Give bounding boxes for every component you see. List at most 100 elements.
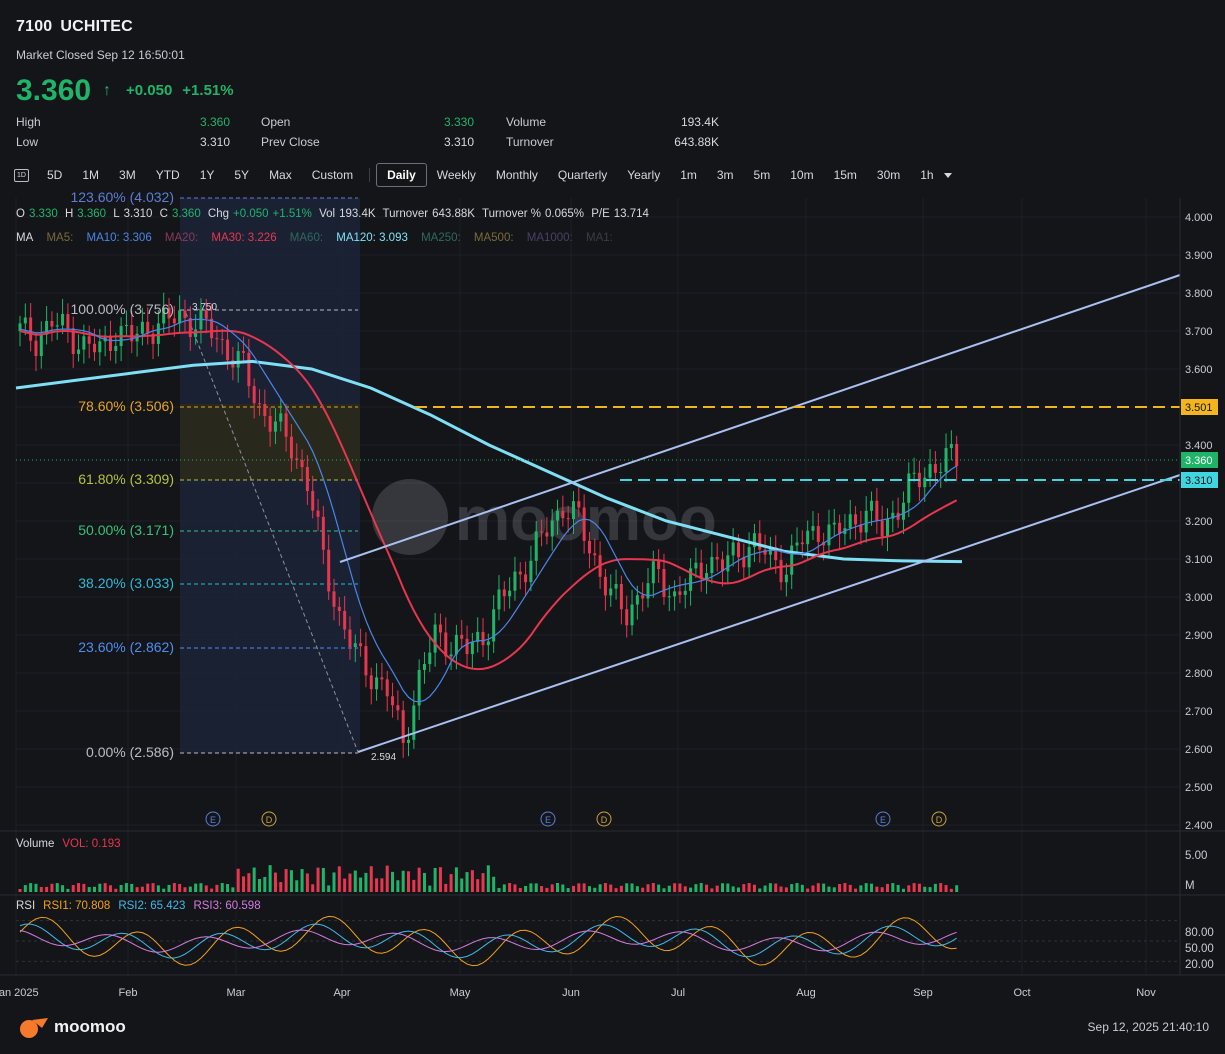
open-label: Open: [261, 115, 291, 129]
range-custom[interactable]: Custom: [311, 168, 354, 182]
candle-body: [933, 464, 937, 473]
rsi-line: [19, 923, 957, 959]
candle-body: [454, 634, 458, 655]
volume-bar: [465, 872, 469, 892]
volume-bar: [939, 883, 943, 892]
period-weekly[interactable]: Weekly: [436, 168, 476, 182]
range-3m[interactable]: 3M: [119, 168, 136, 182]
candle-body: [34, 340, 38, 357]
candle-body: [61, 314, 65, 326]
volume-bar: [167, 884, 171, 892]
period-15m[interactable]: 15m: [833, 168, 857, 182]
volume-bar: [454, 867, 458, 892]
candle-body: [215, 338, 219, 340]
volume-bar: [433, 867, 437, 892]
candle-body: [646, 583, 650, 599]
candle-body: [162, 307, 166, 324]
range-ytd[interactable]: YTD: [155, 168, 180, 182]
candle-body: [396, 705, 400, 711]
candle-body: [635, 595, 639, 605]
volume-bar: [587, 886, 591, 892]
candle-body: [710, 556, 714, 574]
volume-bar: [194, 883, 198, 892]
x-tick: Aug: [796, 987, 816, 999]
volume-bar: [348, 873, 352, 892]
range-1m[interactable]: 1M: [82, 168, 100, 182]
volume-bar: [848, 884, 852, 892]
fib-shade-low: [180, 480, 360, 753]
candle-body: [188, 318, 192, 337]
intraday-toggle-icon[interactable]: 1D: [14, 168, 29, 182]
x-tick: Sep: [913, 987, 933, 999]
period-1h[interactable]: 1h: [920, 168, 934, 182]
candle-body: [678, 591, 682, 595]
candle-body: [657, 561, 661, 570]
volume-bar: [151, 883, 155, 892]
volume-bar: [295, 880, 299, 892]
candle-body: [108, 335, 112, 351]
candle-body: [385, 679, 389, 697]
period-10m[interactable]: 10m: [790, 168, 814, 182]
volume-bar: [460, 878, 464, 892]
volume-bar: [364, 872, 368, 892]
volume-bar: [598, 884, 602, 892]
volume-bar: [864, 883, 868, 892]
candle-body: [444, 632, 448, 657]
period-quarterly[interactable]: Quarterly: [557, 168, 608, 182]
candle-body: [305, 467, 309, 492]
range-5y[interactable]: 5Y: [234, 168, 250, 182]
moomoo-watermark: moomoo: [372, 479, 717, 555]
candle-body: [758, 533, 762, 550]
candle-body: [795, 542, 799, 546]
volume-bar: [289, 870, 293, 892]
candle-body: [359, 643, 363, 647]
period-daily[interactable]: Daily: [376, 163, 427, 187]
period-monthly[interactable]: Monthly: [495, 168, 538, 182]
event-letter: E: [545, 815, 551, 825]
candle-body: [944, 448, 948, 472]
volume-bar: [896, 884, 900, 892]
volume-bar: [130, 883, 134, 892]
fib-label: 100.00% (3.756): [70, 301, 174, 317]
volume-bar: [843, 883, 847, 892]
volume-bar: [933, 883, 937, 892]
x-tick: Jul: [671, 987, 685, 999]
price-chart[interactable]: moomoo 3.750 2.594 4.000 3.900 3.800 3.700 3…: [0, 195, 1225, 1005]
candle-body: [880, 520, 884, 537]
chevron-down-icon[interactable]: [943, 172, 952, 178]
ma-legend[interactable]: MA MA5: MA10: 3.306 MA20: MA30: 3.226 MA…: [16, 232, 613, 244]
volume-bar: [486, 865, 490, 892]
high-label: High: [16, 115, 41, 129]
volume-bar: [859, 885, 863, 892]
candle-body: [683, 590, 687, 595]
candle-body: [577, 501, 581, 508]
period-5m[interactable]: 5m: [753, 168, 771, 182]
candle-body: [124, 325, 128, 327]
volume-label: Volume: [506, 115, 547, 129]
volume-bar: [108, 885, 112, 892]
candle-body: [779, 560, 783, 583]
candle-body: [252, 386, 256, 404]
range-1y[interactable]: 1Y: [199, 168, 215, 182]
volume-bar: [220, 883, 224, 892]
range-max[interactable]: Max: [269, 168, 292, 182]
volume-bar: [375, 878, 379, 892]
period-yearly[interactable]: Yearly: [627, 168, 661, 182]
candle-body: [295, 458, 299, 461]
market-status: Market Closed Sep 12 16:50:01: [16, 48, 185, 62]
volume-bar: [210, 888, 214, 892]
volume-bar: [529, 883, 533, 892]
volume-bar: [332, 872, 336, 892]
fib-label: 50.00% (3.171): [78, 522, 174, 538]
volume-bar: [891, 883, 895, 892]
y-tick: 2.600: [1185, 744, 1213, 756]
range-5d[interactable]: 5D: [47, 168, 63, 182]
volume-bar: [481, 873, 485, 892]
volume-bar: [77, 883, 81, 892]
volume-bar: [39, 886, 43, 892]
period-30m[interactable]: 30m: [876, 168, 901, 182]
period-1m[interactable]: 1m: [680, 168, 697, 182]
period-3m[interactable]: 3m: [716, 168, 734, 182]
candle-body: [311, 491, 315, 511]
candle-body: [18, 323, 22, 331]
